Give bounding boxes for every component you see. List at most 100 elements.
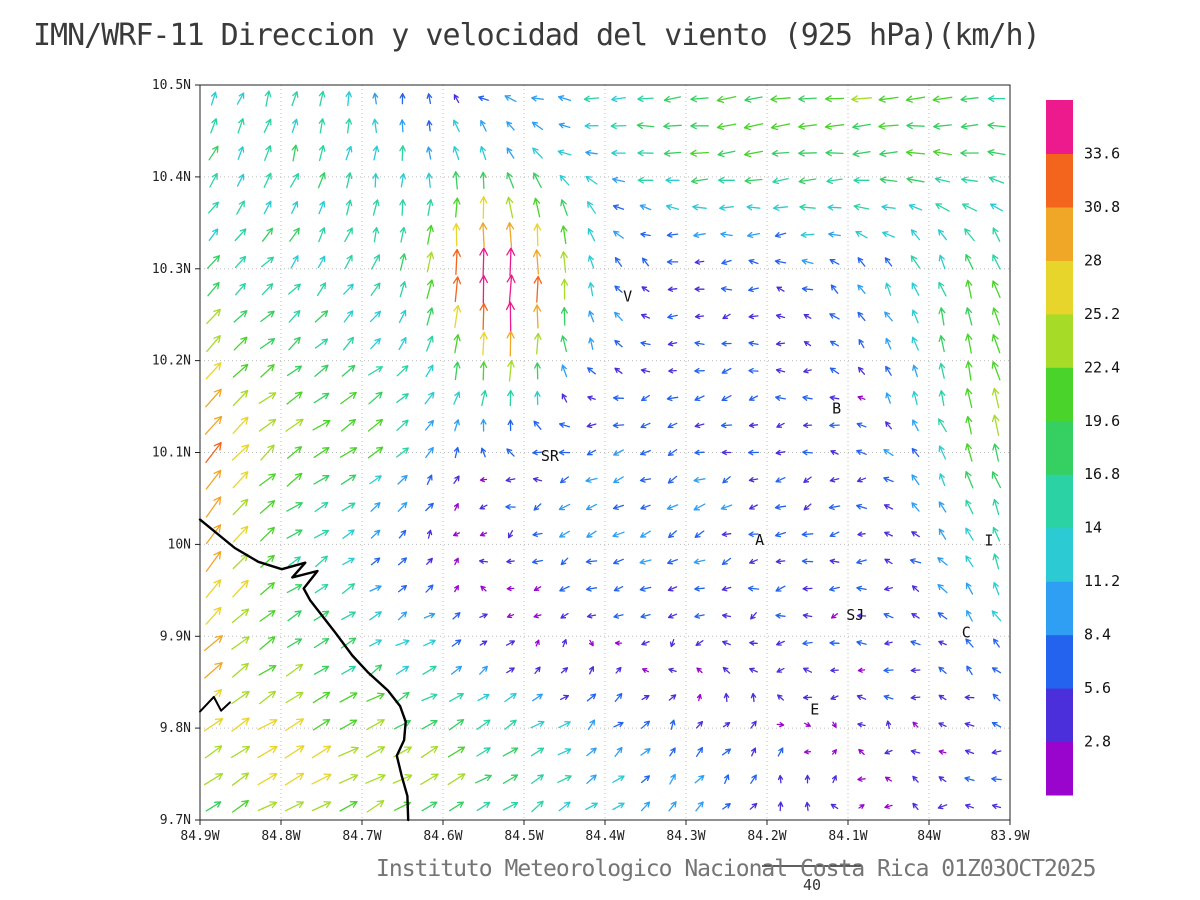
- wind-arrow: [479, 640, 488, 646]
- wind-arrow: [722, 722, 731, 728]
- wind-arrow: [586, 449, 597, 456]
- wind-arrow: [911, 336, 919, 351]
- wind-arrow: [748, 259, 759, 265]
- wind-arrow: [829, 313, 840, 320]
- wind-arrow: [723, 692, 730, 703]
- wind-arrow: [426, 172, 433, 188]
- wind-arrow: [665, 177, 680, 184]
- wind-arrow: [585, 503, 598, 511]
- wind-arrow: [341, 364, 356, 377]
- wind-arrow: [690, 122, 709, 130]
- wind-arrow: [721, 531, 732, 537]
- wind-arrow: [453, 334, 461, 354]
- wind-arrow: [232, 553, 249, 570]
- wind-arrow: [694, 585, 705, 592]
- wind-arrow: [210, 91, 218, 106]
- wind-arrow: [476, 801, 491, 812]
- wind-arrow: [991, 307, 1001, 326]
- wind-arrow: [883, 612, 894, 619]
- wind-arrow: [964, 388, 973, 409]
- wind-arrow: [612, 204, 625, 211]
- wind-arrow: [965, 333, 973, 354]
- x-axis-tick-label: 84.1W: [828, 829, 867, 844]
- wind-arrow: [365, 773, 386, 784]
- colorbar-segment: [1046, 313, 1073, 368]
- wind-arrow: [285, 691, 304, 704]
- wind-arrow: [938, 722, 947, 728]
- x-axis-tick-label: 84.3W: [666, 829, 705, 844]
- wind-arrow: [694, 395, 705, 402]
- wind-arrow: [853, 176, 870, 184]
- wind-arrow: [531, 121, 544, 131]
- wind-arrow: [559, 530, 570, 538]
- wind-arrow: [589, 666, 595, 675]
- wind-arrow: [938, 640, 947, 646]
- wind-arrow: [312, 691, 331, 704]
- wind-arrow: [746, 231, 761, 239]
- wind-arrow: [421, 801, 438, 812]
- wind-arrow: [640, 748, 651, 756]
- wind-arrow: [722, 313, 731, 320]
- wind-arrow: [426, 557, 433, 565]
- wind-arrow: [533, 420, 542, 430]
- wind-arrow: [507, 360, 515, 382]
- wind-arrow: [640, 231, 651, 238]
- wind-arrow: [313, 665, 330, 675]
- wind-arrow: [284, 718, 305, 732]
- wind-arrow: [801, 258, 814, 265]
- wind-arrow: [934, 176, 951, 183]
- wind-arrow: [559, 476, 570, 484]
- wind-arrow: [748, 531, 759, 538]
- wind-arrow: [204, 745, 223, 759]
- wind-arrow: [829, 367, 840, 375]
- wind-arrow: [395, 665, 410, 675]
- wind-arrow: [560, 278, 569, 300]
- wind-arrow: [911, 474, 920, 486]
- wind-arrow: [964, 721, 975, 728]
- wind-arrow: [885, 365, 892, 376]
- wind-arrow: [722, 640, 731, 646]
- wind-arrow: [258, 690, 277, 705]
- wind-arrow: [479, 477, 488, 483]
- wind-arrow: [884, 749, 893, 755]
- wind-arrow: [479, 222, 488, 248]
- wind-arrow: [801, 558, 814, 565]
- wind-arrow: [453, 419, 460, 432]
- wind-arrow: [693, 558, 706, 565]
- x-axis-tick-label: 83.9W: [990, 829, 1029, 844]
- wind-arrow: [476, 747, 491, 757]
- colorbar-label: 22.4: [1084, 358, 1120, 376]
- wind-arrow: [318, 200, 326, 215]
- wind-arrow: [232, 662, 249, 678]
- wind-arrow: [370, 529, 381, 539]
- wind-arrow: [588, 639, 594, 647]
- wind-arrow: [857, 531, 866, 537]
- wind-arrow: [587, 255, 595, 269]
- wind-arrow: [453, 361, 461, 381]
- wind-arrow: [937, 229, 948, 241]
- wind-arrow: [588, 282, 595, 297]
- wind-arrow: [829, 531, 840, 538]
- wind-arrow: [909, 558, 922, 565]
- wind-arrow: [236, 173, 245, 187]
- wind-arrow: [236, 200, 245, 215]
- wind-arrow: [370, 502, 381, 512]
- wind-arrow: [452, 119, 460, 133]
- wind-arrow: [801, 286, 814, 292]
- wind-arrow: [721, 340, 732, 347]
- wind-arrow: [370, 282, 381, 296]
- wind-arrow: [480, 418, 487, 432]
- wind-arrow: [257, 719, 278, 731]
- wind-arrow: [748, 313, 759, 320]
- y-axis-tick-label: 9.8N: [160, 721, 191, 736]
- wind-arrow: [724, 774, 730, 785]
- wind-arrow: [614, 640, 623, 646]
- wind-arrow: [991, 776, 1002, 782]
- wind-arrow: [668, 694, 677, 701]
- wind-arrow: [533, 172, 542, 189]
- wind-arrow: [561, 393, 568, 403]
- wind-arrow: [992, 227, 1001, 242]
- wind-arrow: [938, 776, 947, 783]
- wind-arrow: [372, 145, 380, 161]
- x-axis-tick-label: 84W: [917, 829, 941, 844]
